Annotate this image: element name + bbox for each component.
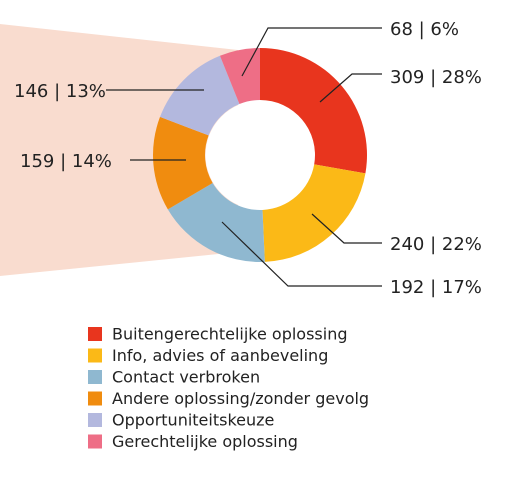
legend-label: Opportuniteitskeuze [112, 411, 274, 430]
data-label: 192 | 17% [390, 277, 482, 298]
legend-swatch [88, 434, 102, 449]
leader-line [319, 73, 382, 103]
donut-slice [160, 55, 240, 136]
leader-line [311, 213, 382, 244]
data-label: 146 | 13% [14, 81, 106, 102]
data-label: 159 | 14% [20, 151, 112, 172]
donut-slice [153, 116, 213, 210]
leader-line [241, 27, 382, 77]
donut-slice [260, 48, 367, 174]
legend-swatch [88, 348, 102, 363]
legend-swatch [88, 413, 102, 427]
legend-label: Buitengerechtelijke oplossing [112, 325, 348, 344]
data-label: 309 | 28% [390, 67, 482, 88]
legend-label: Andere oplossing/zonder gevolg [112, 389, 369, 408]
donut-slice [167, 182, 265, 262]
legend-swatch [88, 391, 102, 406]
legend-label: Info, advies of aanbeveling [112, 346, 328, 365]
donut-hole [205, 100, 315, 210]
leader-line [221, 221, 382, 287]
legend-swatch [88, 370, 102, 384]
legend-label: Contact verbroken [112, 368, 260, 387]
data-label: 240 | 22% [390, 234, 482, 255]
data-label: 68 | 6% [390, 19, 459, 40]
donut-slice [262, 164, 366, 262]
legend-label: Gerechtelijke oplossing [112, 432, 298, 451]
legend-swatch [88, 327, 102, 341]
